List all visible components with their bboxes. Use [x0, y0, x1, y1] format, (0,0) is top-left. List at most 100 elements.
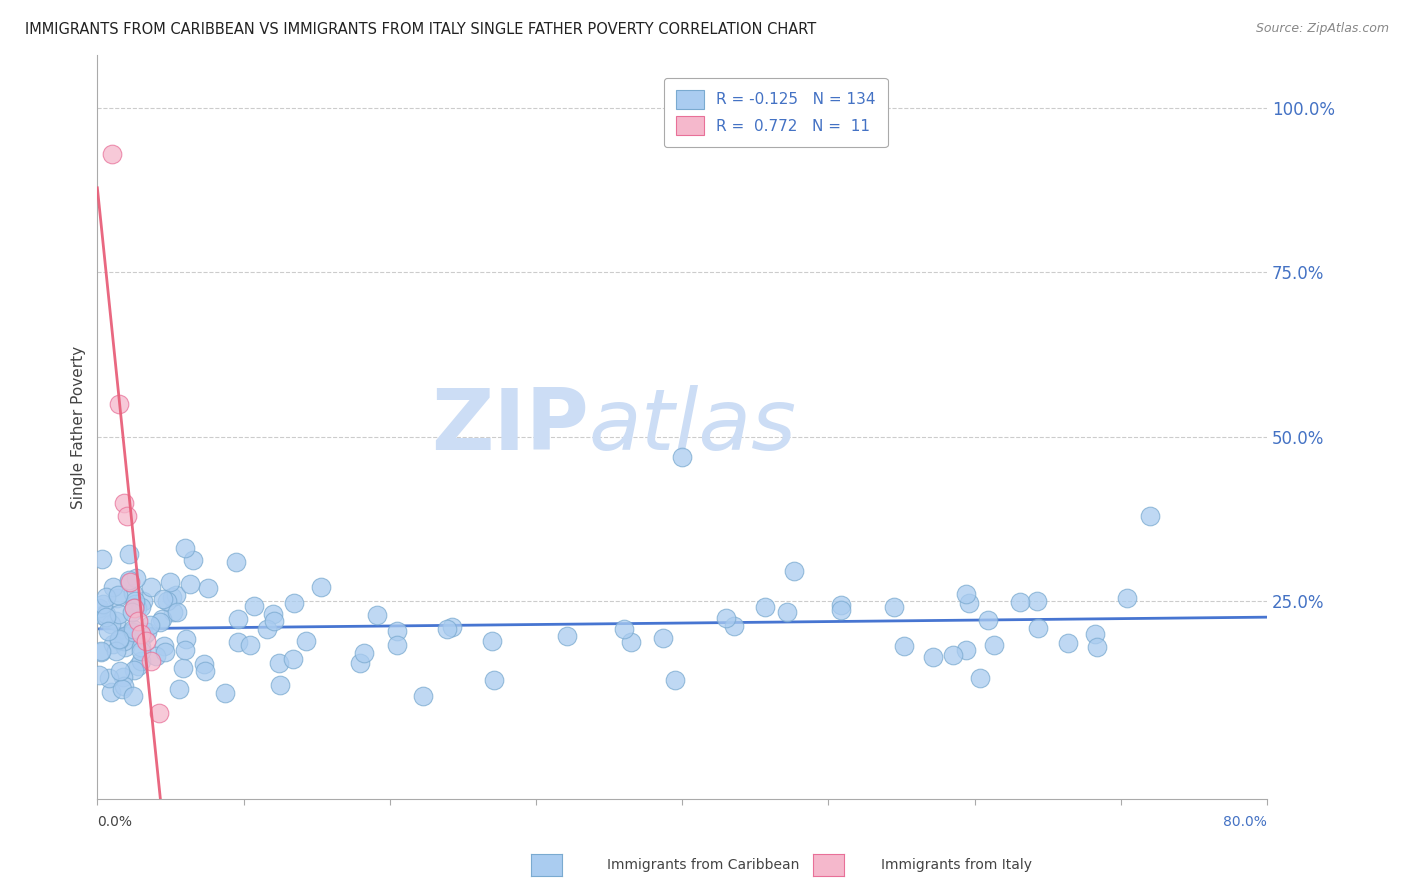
Point [117, 575, 139, 590]
Point [97, 624, 120, 638]
Point [349, 657, 371, 671]
Point [139, 580, 162, 594]
Point [969, 671, 991, 685]
Point [941, 648, 963, 663]
Point [141, 654, 163, 668]
Point [121, 624, 143, 639]
Point [193, 657, 215, 671]
Point [107, 588, 129, 602]
Point [269, 656, 291, 670]
Point [112, 680, 135, 694]
Text: Immigrants from Caribbean: Immigrants from Caribbean [607, 858, 799, 872]
Point [122, 663, 145, 677]
Point [165, 588, 187, 602]
Point [162, 605, 184, 619]
Point [120, 625, 142, 640]
Point [145, 648, 167, 663]
Point [174, 632, 197, 647]
Point [127, 614, 149, 628]
Point [87, 601, 110, 615]
Point [1085, 640, 1108, 655]
Point [121, 586, 143, 600]
Point [127, 630, 149, 644]
Point [122, 600, 145, 615]
Point [921, 649, 943, 664]
Y-axis label: Single Father Poverty: Single Father Poverty [72, 345, 86, 508]
Point [150, 612, 173, 626]
Point [1026, 594, 1049, 608]
Point [122, 601, 145, 615]
Point [105, 644, 128, 658]
Point [664, 673, 686, 687]
Point [105, 591, 128, 606]
Point [620, 635, 643, 649]
Point [100, 685, 122, 699]
Point [136, 624, 159, 639]
Text: Source: ZipAtlas.com: Source: ZipAtlas.com [1256, 22, 1389, 36]
Point [132, 628, 155, 642]
Point [118, 574, 141, 589]
Point [484, 673, 506, 688]
Point [269, 678, 291, 692]
Point [977, 613, 1000, 627]
Point [101, 580, 124, 594]
Point [1056, 636, 1078, 650]
Point [263, 614, 285, 628]
Point [139, 618, 162, 632]
Point [87, 668, 110, 682]
Point [385, 639, 408, 653]
Point [111, 681, 134, 696]
Point [112, 495, 135, 509]
Point [957, 596, 980, 610]
Point [283, 596, 305, 610]
Point [167, 681, 190, 696]
Point [830, 598, 852, 612]
Point [412, 689, 434, 703]
Point [110, 664, 132, 678]
Point [441, 620, 464, 634]
Point [295, 633, 318, 648]
Point [115, 508, 138, 523]
Point [1116, 591, 1139, 606]
Point [153, 639, 176, 653]
Point [121, 605, 143, 619]
Point [1084, 626, 1107, 640]
Point [226, 635, 249, 649]
Point [1026, 621, 1049, 635]
Point [129, 644, 152, 658]
Point [1139, 508, 1161, 523]
Text: 80.0%: 80.0% [1223, 815, 1267, 830]
Point [125, 571, 148, 585]
Point [129, 640, 152, 654]
Point [159, 575, 181, 590]
Point [194, 664, 217, 678]
Point [181, 552, 204, 566]
Point [91, 597, 114, 611]
Point [90, 643, 112, 657]
Point [112, 633, 135, 648]
Point [613, 622, 636, 636]
Point [174, 541, 197, 555]
Point [135, 633, 157, 648]
Point [111, 670, 134, 684]
Point [148, 706, 170, 721]
Point [108, 397, 131, 411]
Point [122, 622, 145, 636]
Point [723, 619, 745, 633]
Point [262, 607, 284, 621]
Point [883, 599, 905, 614]
Point [101, 637, 124, 651]
Point [366, 608, 388, 623]
Point [125, 601, 148, 615]
Point [160, 590, 183, 604]
Point [353, 646, 375, 660]
Point [149, 615, 172, 629]
Point [98, 671, 121, 685]
Point [173, 642, 195, 657]
Point [387, 624, 409, 638]
Text: Immigrants from Italy: Immigrants from Italy [880, 858, 1032, 872]
Point [100, 617, 122, 632]
Point [166, 605, 188, 619]
Point [114, 629, 136, 643]
Point [893, 640, 915, 654]
